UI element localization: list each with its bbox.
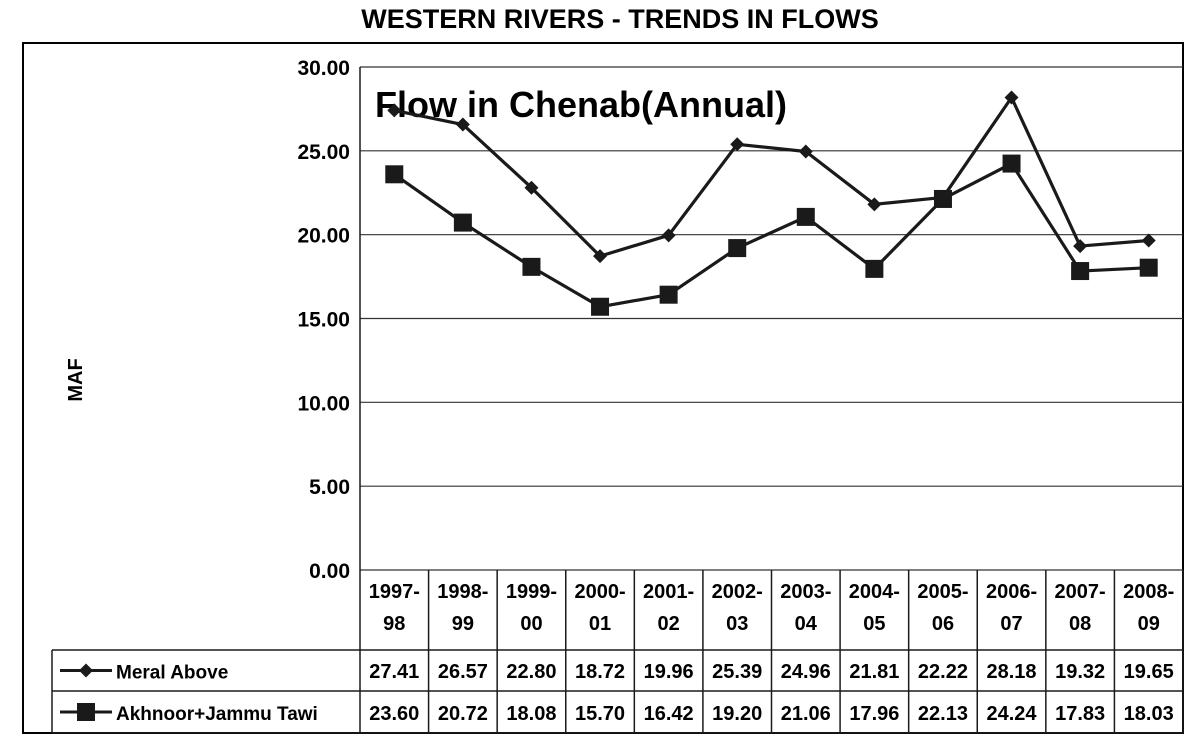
x-tick-label-line1: 2000- bbox=[574, 581, 625, 603]
data-value-2: 18.08 bbox=[506, 703, 556, 725]
data-point-2 bbox=[385, 165, 404, 184]
legend-label-1: Meral Above bbox=[116, 663, 228, 684]
data-point-2 bbox=[591, 297, 610, 316]
x-tick-label-line1: 2002- bbox=[712, 581, 763, 603]
y-tick-label: 30.00 bbox=[297, 57, 350, 80]
data-value-2: 21.06 bbox=[781, 703, 831, 725]
data-point-1 bbox=[1073, 239, 1088, 254]
y-axis-label: MAF bbox=[65, 358, 87, 401]
data-value-1: 21.81 bbox=[849, 661, 899, 683]
series-line-2 bbox=[393, 161, 1149, 309]
data-value-2: 17.83 bbox=[1055, 703, 1105, 725]
x-tick-label-line2: 08 bbox=[1069, 613, 1091, 635]
data-value-1: 28.18 bbox=[987, 661, 1037, 683]
page-title: WESTERN RIVERS - TRENDS IN FLOWS bbox=[361, 4, 879, 34]
y-tick-label: 5.00 bbox=[309, 476, 350, 499]
data-value-1: 19.32 bbox=[1055, 661, 1105, 683]
x-tick-label-line1: 1997- bbox=[369, 581, 420, 603]
data-point-1 bbox=[798, 144, 813, 159]
data-point-2 bbox=[1139, 258, 1158, 277]
data-point-2 bbox=[453, 213, 472, 232]
data-point-1 bbox=[387, 103, 402, 118]
y-tick-label: 0.00 bbox=[309, 560, 350, 583]
data-point-1 bbox=[1141, 233, 1156, 248]
data-value-2: 22.13 bbox=[918, 703, 968, 725]
data-value-2: 23.60 bbox=[369, 703, 419, 725]
x-tick-label-line2: 99 bbox=[452, 613, 474, 635]
data-point-1 bbox=[867, 197, 882, 212]
y-tick-label: 20.00 bbox=[297, 225, 350, 248]
x-tick-label-line2: 03 bbox=[726, 613, 748, 635]
x-tick-label-line1: 2006- bbox=[986, 581, 1037, 603]
data-point-2 bbox=[1071, 262, 1090, 281]
x-tick-label-line2: 07 bbox=[1000, 613, 1022, 635]
x-tick-label-line2: 04 bbox=[795, 613, 818, 635]
data-value-1: 19.65 bbox=[1124, 661, 1174, 683]
data-point-1 bbox=[455, 117, 470, 132]
data-value-2: 15.70 bbox=[575, 703, 625, 725]
series-line-1 bbox=[393, 95, 1149, 258]
data-value-2: 24.24 bbox=[987, 703, 1038, 725]
legend-marker-2 bbox=[77, 703, 95, 721]
legend-label-2: Akhnoor+Jammu Tawi bbox=[116, 704, 318, 725]
x-tick-label-line1: 2001- bbox=[643, 581, 694, 603]
data-value-1: 24.96 bbox=[781, 661, 831, 683]
data-point-2 bbox=[659, 285, 678, 304]
x-tick-label-line2: 02 bbox=[658, 613, 680, 635]
data-value-2: 18.03 bbox=[1124, 703, 1174, 725]
data-value-2: 17.96 bbox=[849, 703, 899, 725]
data-point-1 bbox=[593, 249, 608, 264]
legend-marker-1 bbox=[79, 663, 93, 678]
data-point-1 bbox=[524, 180, 539, 195]
x-tick-label-line2: 01 bbox=[589, 613, 611, 635]
data-point-1 bbox=[1004, 90, 1019, 105]
x-tick-label-line2: 06 bbox=[932, 613, 954, 635]
x-tick-label-line2: 05 bbox=[863, 613, 885, 635]
x-tick-label-line1: 1999- bbox=[506, 581, 557, 603]
x-tick-label-line1: 2005- bbox=[917, 581, 968, 603]
data-point-2 bbox=[796, 207, 815, 226]
data-point-2 bbox=[1002, 154, 1021, 173]
chart-title: Flow in Chenab(Annual) bbox=[375, 84, 787, 125]
x-tick-label-line2: 09 bbox=[1138, 613, 1160, 635]
data-value-2: 16.42 bbox=[644, 703, 694, 725]
x-tick-label-line1: 2004- bbox=[849, 581, 900, 603]
data-value-1: 25.39 bbox=[712, 661, 762, 683]
data-point-2 bbox=[522, 257, 541, 276]
data-point-2 bbox=[728, 239, 747, 258]
data-point-1 bbox=[661, 228, 676, 243]
data-value-1: 22.22 bbox=[918, 661, 968, 683]
data-point-1 bbox=[730, 137, 745, 152]
data-value-2: 20.72 bbox=[438, 703, 488, 725]
x-tick-label-line1: 2003- bbox=[780, 581, 831, 603]
data-value-1: 19.96 bbox=[644, 661, 694, 683]
x-tick-label-line1: 1998- bbox=[437, 581, 488, 603]
data-value-1: 26.57 bbox=[438, 661, 488, 683]
x-tick-label-line1: 2007- bbox=[1055, 581, 1106, 603]
data-value-1: 18.72 bbox=[575, 661, 625, 683]
x-tick-label-line2: 00 bbox=[520, 613, 542, 635]
data-value-1: 27.41 bbox=[369, 661, 419, 683]
data-point-2 bbox=[933, 189, 952, 208]
y-tick-label: 25.00 bbox=[297, 141, 350, 164]
data-point-2 bbox=[865, 259, 884, 278]
y-tick-label: 15.00 bbox=[297, 309, 350, 332]
y-tick-label: 10.00 bbox=[297, 392, 350, 415]
data-value-2: 19.20 bbox=[712, 703, 762, 725]
data-value-1: 22.80 bbox=[506, 661, 556, 683]
x-tick-label-line2: 98 bbox=[383, 613, 405, 635]
x-tick-label-line1: 2008- bbox=[1123, 581, 1174, 603]
